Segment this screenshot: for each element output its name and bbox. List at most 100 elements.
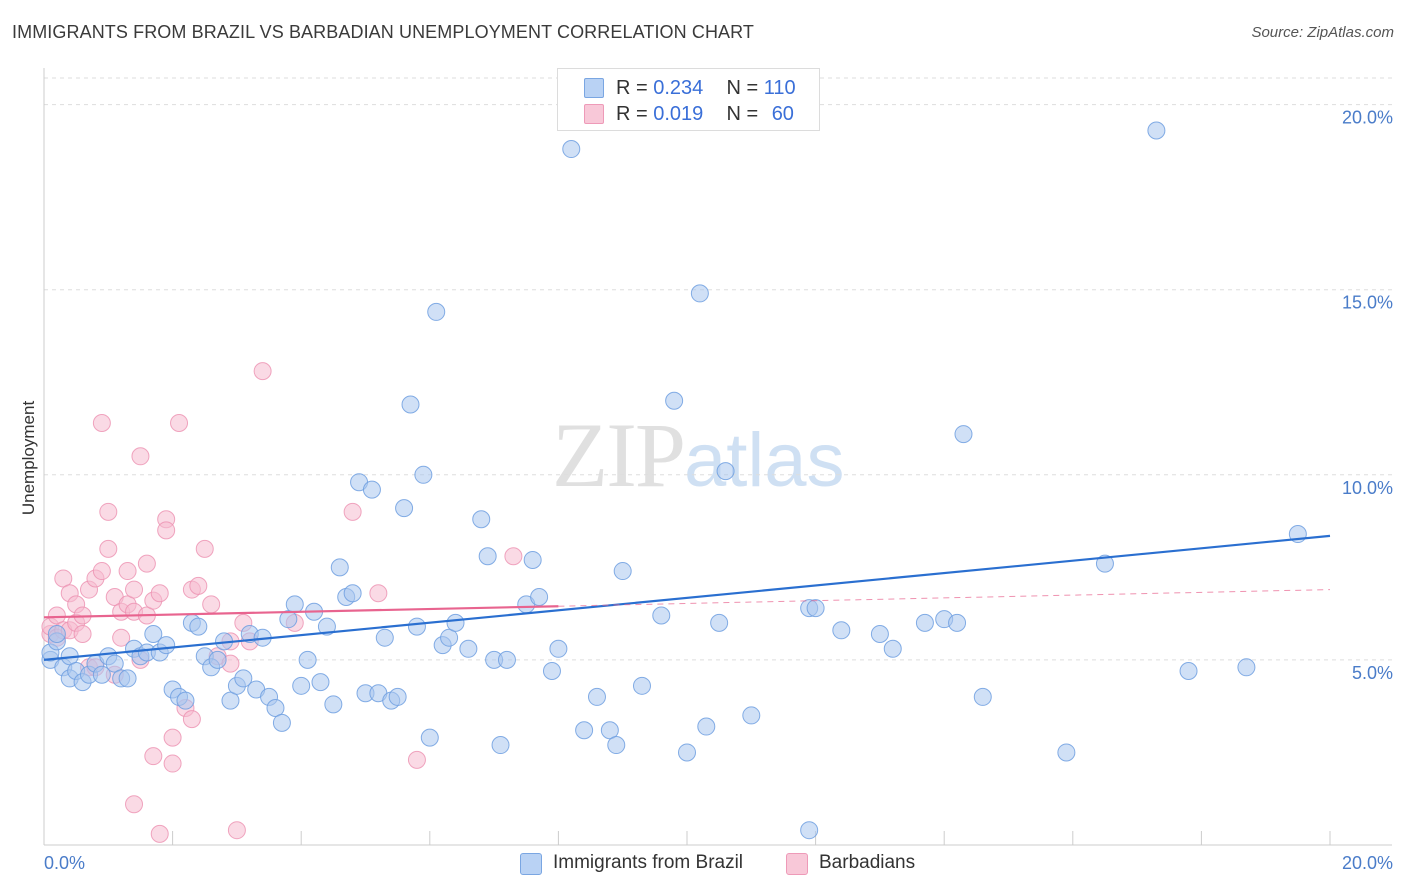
brazil-point <box>446 613 465 632</box>
barbadians-point <box>92 413 111 432</box>
legend-r-value-brazil: 0.234 <box>653 77 704 99</box>
brazil-point <box>742 706 761 725</box>
barbadians-point <box>125 795 144 814</box>
legend-label-brazil: Immigrants from Brazil <box>553 852 744 873</box>
brazil-point <box>157 636 176 655</box>
brazil-point <box>375 628 394 647</box>
brazil-point <box>800 821 819 840</box>
brazil-point <box>607 736 626 755</box>
correlation-legend: R = 0.234 N = 110 R = 0.019 N = 60 <box>557 68 820 131</box>
brazil-point <box>395 499 414 518</box>
brazil-point <box>600 721 619 740</box>
brazil-point <box>832 621 851 640</box>
brazil-point <box>697 717 716 736</box>
brazil-point <box>665 391 684 410</box>
brazil-point <box>176 691 195 710</box>
barbadians-point <box>118 562 137 581</box>
barbadians-point <box>99 539 118 558</box>
legend-n-label: N = <box>726 103 759 125</box>
brazil-point <box>92 665 111 684</box>
brazil-point <box>562 140 581 159</box>
brazil-point <box>47 624 66 643</box>
y-tick-label: 5.0% <box>1352 663 1393 683</box>
brazil-trend-line <box>43 534 1331 661</box>
legend-r-value-barbadians: 0.019 <box>653 103 704 125</box>
brazil-point <box>542 662 561 681</box>
barbadians-point <box>137 554 156 573</box>
barbadians-point <box>195 539 214 558</box>
trend-lines <box>43 534 1331 661</box>
source-label: Source: ZipAtlas.com <box>1251 24 1394 41</box>
axes <box>43 68 1392 846</box>
legend-swatch-brazil <box>584 78 604 98</box>
brazil-point <box>189 617 208 636</box>
barbadians-point <box>131 447 150 466</box>
brazil-point <box>414 465 433 484</box>
barbadians-point <box>163 754 182 773</box>
brazil-point <box>317 617 336 636</box>
brazil-point <box>948 613 967 632</box>
brazil-point <box>279 610 298 629</box>
brazil-point <box>208 650 227 669</box>
brazil-point <box>870 624 889 643</box>
brazil-point <box>1147 121 1166 140</box>
barbadians-point <box>189 576 208 595</box>
legend-n-label: N = <box>726 77 759 99</box>
axis-labels: 5.0% 10.0% 15.0% 20.0% 0.0% 20.0% Unemployment <box>19 108 1393 873</box>
brazil-point <box>710 613 729 632</box>
watermark-atlas: atlas <box>684 418 845 503</box>
brazil-point <box>915 613 934 632</box>
barbadians-point <box>150 584 169 603</box>
brazil-point <box>491 736 510 755</box>
brazil-point <box>1179 662 1198 681</box>
legend-swatch-brazil <box>520 853 542 875</box>
barbadians-point <box>182 710 201 729</box>
y-tick-label: 10.0% <box>1342 478 1393 498</box>
y-axis-label: Unemployment <box>19 401 38 516</box>
barbadians-point <box>92 562 111 581</box>
brazil-point <box>497 650 516 669</box>
brazil-point <box>883 639 902 658</box>
brazil-point <box>587 687 606 706</box>
brazil-point <box>549 639 568 658</box>
brazil-point <box>973 687 992 706</box>
brazil-point <box>221 691 240 710</box>
barbadians-point <box>504 547 523 566</box>
barbadians-point <box>99 502 118 521</box>
barbadians-point <box>157 521 176 540</box>
barbadians-point <box>343 502 362 521</box>
legend-r-label: R = <box>616 103 648 125</box>
brazil-point <box>1095 554 1114 573</box>
legend-swatch-barbadians <box>786 853 808 875</box>
brazil-point <box>530 587 549 606</box>
legend-label-barbadians: Barbadians <box>819 852 916 873</box>
brazil-point <box>272 713 291 732</box>
brazil-point <box>266 699 285 718</box>
brazil-point <box>324 695 343 714</box>
brazil-point <box>362 480 381 499</box>
brazil-point <box>440 628 459 647</box>
brazil-point <box>716 462 735 481</box>
brazil-point <box>690 284 709 303</box>
brazil-point <box>311 673 330 692</box>
brazil-point <box>285 595 304 614</box>
brazil-point <box>1237 658 1256 677</box>
brazil-point <box>234 669 253 688</box>
barbadians-point <box>54 569 73 588</box>
barbadians-point <box>150 824 169 843</box>
brazil-point <box>613 562 632 581</box>
barbadians-point <box>202 595 221 614</box>
brazil-points <box>41 121 1307 840</box>
brazil-point <box>343 584 362 603</box>
brazil-point <box>954 425 973 444</box>
brazil-point <box>118 669 137 688</box>
brazil-point <box>105 654 124 673</box>
brazil-point <box>523 550 542 569</box>
barbadians-point <box>369 584 388 603</box>
barbadians-point <box>170 413 189 432</box>
brazil-point <box>632 676 651 695</box>
chart-title: IMMIGRANTS FROM BRAZIL VS BARBADIAN UNEM… <box>12 22 755 42</box>
barbadians-points <box>41 362 523 843</box>
brazil-point <box>472 510 491 529</box>
